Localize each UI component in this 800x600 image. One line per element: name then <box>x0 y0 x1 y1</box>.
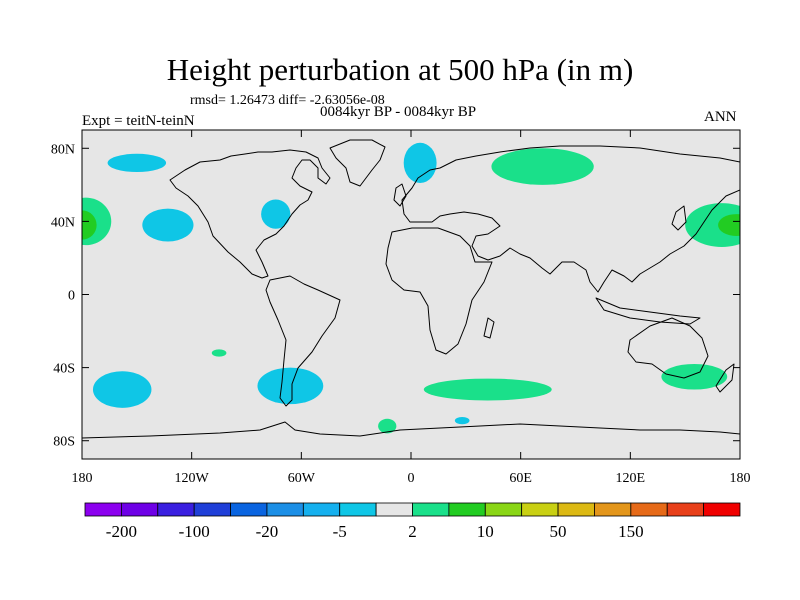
region-s-pacific-small-positive <box>211 349 227 357</box>
region-n-pacific-east-core <box>82 210 97 240</box>
region-n-pacific-west-positive <box>685 203 740 247</box>
coast-britain <box>393 183 407 207</box>
colorbar-box <box>120 502 159 517</box>
colorbar-label: 10 <box>477 522 494 541</box>
colorbar-label: -5 <box>333 522 347 541</box>
region-antarctic-atlantic-positive <box>378 418 397 434</box>
coast-greenland <box>329 139 386 187</box>
colorbar-box <box>302 502 341 517</box>
stats-label: rmsd= 1.26473 diff= -2.63056e-08 <box>190 93 385 108</box>
x-tick-label: 120E <box>616 471 646 486</box>
colorbar-box <box>193 502 231 517</box>
y-tick-label: 40S <box>53 362 75 377</box>
colorbar-label: -20 <box>256 522 279 541</box>
region-south-america-negative <box>257 367 324 405</box>
coast-new-zealand <box>715 363 735 393</box>
coastlines <box>82 139 740 439</box>
x-tick-label: 180 <box>730 471 751 486</box>
colorbar-box <box>157 502 195 517</box>
coast-eurasia <box>401 145 740 293</box>
coast-south-america <box>265 275 341 407</box>
coast-africa <box>385 227 493 355</box>
anomaly-regions <box>82 142 740 434</box>
colorbar-box <box>448 502 486 517</box>
region-n-pacific-west-core <box>718 214 740 237</box>
axis-ticks: 180 120W 60W 0 60E 120E 180 80N 40N 0 40S 80S <box>51 130 751 486</box>
x-tick-label: 0 <box>408 471 415 486</box>
coast-japan <box>671 205 687 231</box>
chart-title: Height perturbation at 500 hPa (in m) <box>166 52 634 87</box>
region-scandinavia-negative <box>403 142 437 184</box>
colorbar-label: 50 <box>550 522 567 541</box>
colorbar-box <box>412 502 450 517</box>
coast-madagascar <box>483 317 495 339</box>
colorbar-box <box>339 502 377 517</box>
coast-north-america <box>169 149 331 279</box>
experiment-label: Expt = teitN-teinN <box>82 113 195 129</box>
colorbar-box <box>484 502 523 517</box>
colorbar-box <box>666 502 705 517</box>
coast-antarctica <box>82 421 740 439</box>
map-background <box>82 130 740 459</box>
region-s-australia-positive <box>661 363 728 390</box>
season-label: ANN <box>704 109 737 125</box>
x-tick-label: 60E <box>509 471 532 486</box>
colorbar-box <box>630 502 668 517</box>
region-s-pacific-east-negative <box>92 371 152 408</box>
colorbar-label: -200 <box>106 522 137 541</box>
colorbar-box <box>375 502 413 517</box>
colorbar-box <box>230 502 268 517</box>
y-tick-label: 80N <box>51 142 75 157</box>
colorbar-box <box>557 502 595 517</box>
y-tick-label: 40N <box>51 215 75 230</box>
colorbar-label: 150 <box>618 522 644 541</box>
coast-indonesia <box>595 297 701 325</box>
colorbar-label: -100 <box>179 522 210 541</box>
colorbar-box <box>266 502 304 517</box>
x-tick-label: 60W <box>288 471 316 486</box>
region-east-us-negative <box>261 199 291 229</box>
region-ne-pacific-negative <box>142 208 194 242</box>
colorbar-label: 2 <box>408 522 417 541</box>
colorbar-box <box>84 502 122 517</box>
coast-australia <box>627 317 709 379</box>
colorbar-box <box>521 502 559 517</box>
y-tick-label: 0 <box>68 289 75 304</box>
x-tick-label: 120W <box>175 471 210 486</box>
y-tick-label: 80S <box>53 435 75 450</box>
region-s-indian-positive <box>423 378 552 401</box>
region-siberia-positive <box>491 148 594 185</box>
x-tick-label: 180 <box>72 471 93 486</box>
colorbar-box <box>594 502 632 517</box>
colorbar: -200 -100 -20 -5 2 10 50 150 <box>84 502 741 541</box>
region-arctic-alaska-negative <box>107 153 167 173</box>
colorbar-box <box>703 502 741 517</box>
period-label: 0084kyr BP - 0084kyr BP <box>320 104 477 120</box>
region-antarctic-indian-negative <box>454 416 470 425</box>
